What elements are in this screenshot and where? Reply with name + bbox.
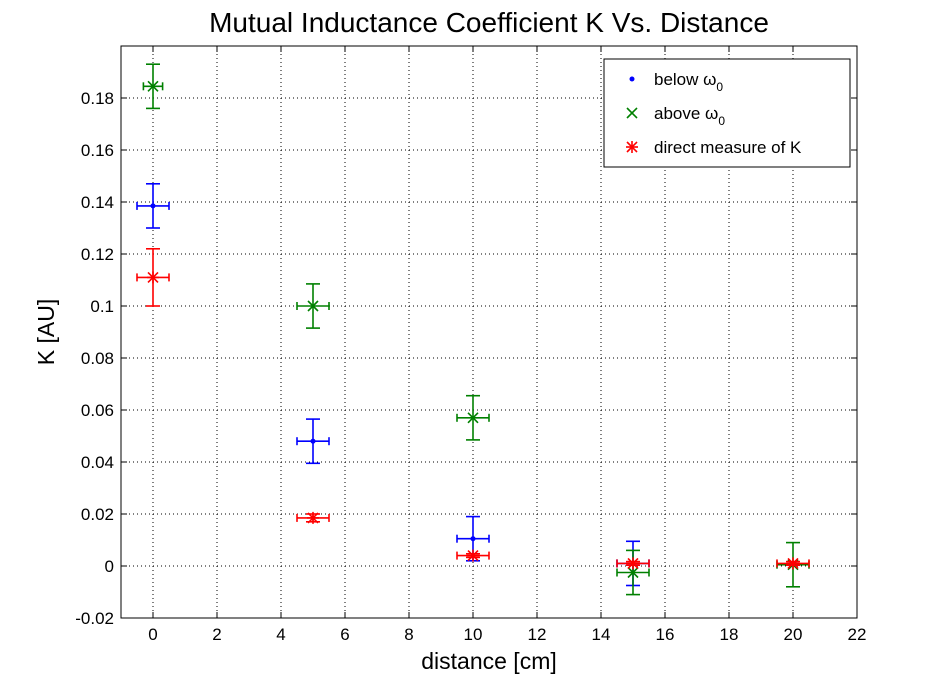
- data-marker: [147, 80, 159, 92]
- legend-marker: [626, 141, 638, 153]
- y-tick-label: 0: [105, 557, 114, 576]
- x-tick-label: 8: [404, 625, 413, 644]
- data-marker: [147, 271, 159, 284]
- marker-stroke: [307, 300, 319, 312]
- x-tick-label: 0: [148, 625, 157, 644]
- data-point: [296, 283, 330, 329]
- data-point: [456, 394, 490, 441]
- marker-stroke: [147, 80, 159, 92]
- data-point: [136, 248, 170, 307]
- x-tick-label: 16: [656, 625, 675, 644]
- marker-stroke: [626, 107, 638, 119]
- y-tick-label: 0.04: [81, 453, 114, 472]
- chart-title: Mutual Inductance Coefficient K Vs. Dist…: [209, 7, 769, 38]
- x-tick-label: 10: [464, 625, 483, 644]
- y-tick-label: 0.12: [81, 245, 114, 264]
- data-marker: [307, 300, 319, 312]
- legend-item: direct measure of K: [626, 138, 802, 157]
- grid: [121, 46, 857, 618]
- data-marker: [470, 536, 476, 542]
- y-tick-label: 0.14: [81, 193, 114, 212]
- plot-area: [120, 45, 858, 619]
- series: [136, 248, 810, 570]
- y-axis-label: K [AU]: [33, 299, 59, 365]
- x-tick-label: 14: [592, 625, 611, 644]
- data-marker: [627, 557, 639, 570]
- marker-stroke: [467, 412, 479, 424]
- x-tick-label: 12: [528, 625, 547, 644]
- x-tick-label: 22: [848, 625, 867, 644]
- x-axis-tick-labels: 0 2 4 6 8 10 12 14 16 18 20 22: [148, 625, 866, 644]
- y-tick-label: 0.18: [81, 89, 114, 108]
- data-point: [296, 511, 330, 524]
- data-point: [616, 557, 650, 570]
- data-marker: [467, 549, 479, 562]
- data-marker: [467, 412, 479, 424]
- series: [136, 183, 650, 587]
- x-tick-label: 2: [212, 625, 221, 644]
- data-marker: [150, 203, 156, 209]
- x-axis-label: distance [cm]: [421, 648, 557, 674]
- x-tick-label: 6: [340, 625, 349, 644]
- y-tick-label: 0.1: [90, 297, 114, 316]
- y-tick-label: 0.16: [81, 141, 114, 160]
- legend-marker: [629, 76, 635, 82]
- x-tick-label: 18: [720, 625, 739, 644]
- data-marker: [787, 557, 799, 570]
- axis-ticks: [121, 46, 858, 619]
- legend-box: [603, 58, 851, 168]
- x-tick-label: 20: [784, 625, 803, 644]
- y-tick-label: 0.08: [81, 349, 114, 368]
- data-marker: [627, 566, 639, 579]
- data-point: [136, 183, 170, 229]
- x-tick-label: 4: [276, 625, 285, 644]
- data-marker: [307, 511, 319, 524]
- data-series: [136, 63, 810, 596]
- legend-marker: [626, 107, 638, 119]
- legend-label-subscript: 0: [716, 80, 723, 94]
- data-point: [456, 549, 490, 562]
- data-point: [142, 63, 164, 110]
- marker-stroke: [627, 566, 639, 579]
- legend-label-subscript: 0: [718, 114, 725, 128]
- y-axis-tick-labels: -0.02 0 0.02 0.04 0.06 0.08 0.1 0.12 0.14 0.16 0.1…: [75, 89, 114, 628]
- series: [142, 63, 810, 596]
- data-marker: [310, 438, 316, 444]
- data-point: [296, 418, 330, 465]
- data-point: [456, 515, 490, 562]
- legend-label: direct measure of K: [654, 138, 802, 157]
- y-tick-label: -0.02: [75, 609, 114, 628]
- y-tick-label: 0.02: [81, 505, 114, 524]
- y-tick-label: 0.06: [81, 401, 114, 420]
- data-point: [776, 557, 810, 570]
